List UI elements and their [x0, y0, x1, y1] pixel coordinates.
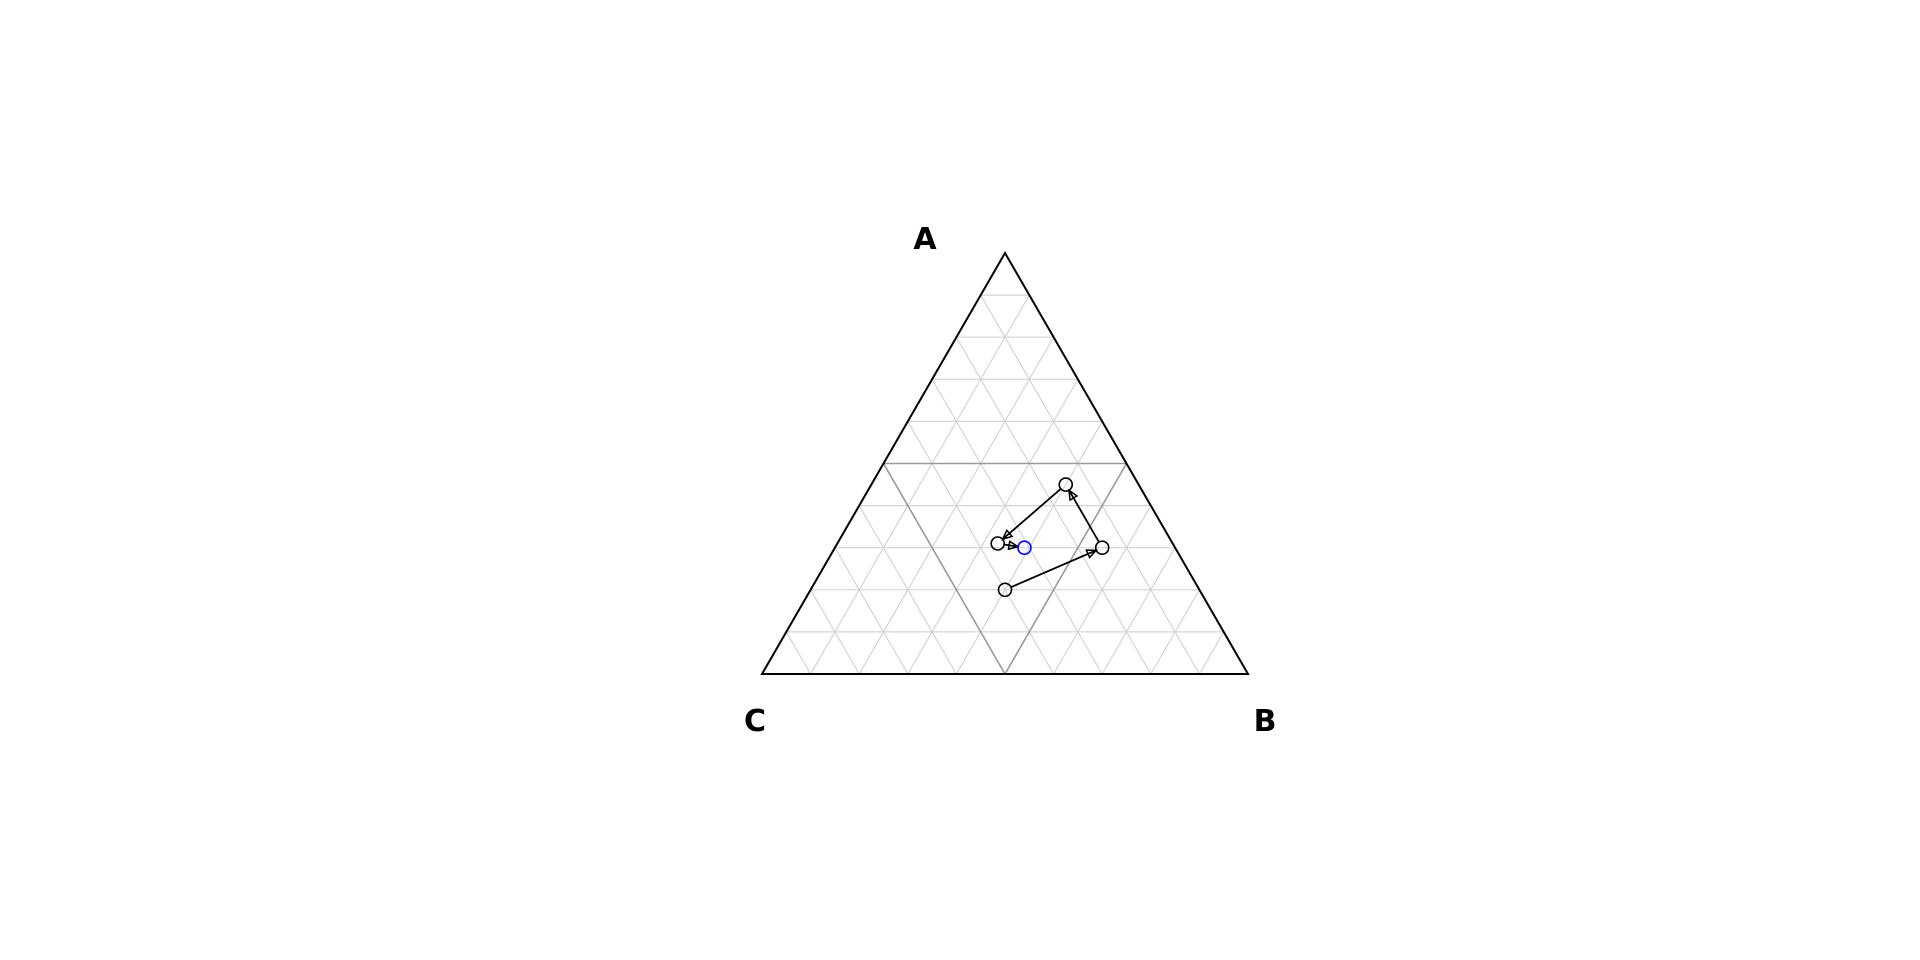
point-marker — [990, 536, 1006, 551]
grid-lines — [785, 294, 1225, 675]
point-marker — [997, 582, 1013, 598]
arrow-head — [1007, 540, 1020, 551]
grid-line-b — [1198, 631, 1225, 675]
vertex-label-b: B — [1254, 704, 1277, 739]
grid-line-b — [1150, 589, 1200, 675]
grid-line-c — [785, 631, 812, 675]
grid-line-c — [858, 505, 957, 675]
grid-line-b — [907, 379, 1079, 675]
trajectory-path — [1001, 488, 1100, 589]
arrow-head — [1001, 528, 1014, 541]
vertex-label-a: A — [913, 222, 937, 257]
arrow-head — [1068, 488, 1079, 502]
final-point-marker — [1017, 540, 1032, 556]
grid-line-b — [1004, 463, 1128, 675]
grid-line-c — [980, 294, 1200, 675]
grid-line-b — [1101, 547, 1176, 675]
grid-line-c — [810, 589, 860, 675]
grid-line-b — [1053, 505, 1152, 675]
vertex-label-c: C — [744, 704, 766, 739]
grid-line-c — [834, 547, 909, 675]
point-marker — [1094, 540, 1110, 556]
grid-line-b — [810, 294, 1030, 675]
triangle-boundary — [760, 250, 1250, 675]
path-segment — [1068, 489, 1100, 543]
path-segment — [1002, 488, 1062, 540]
point-marker — [1058, 477, 1074, 492]
path-segment — [1003, 543, 1019, 548]
arrow-head — [1085, 549, 1098, 559]
trajectory-points — [990, 477, 1110, 598]
grid-line-c — [882, 463, 1006, 675]
path-segment — [1010, 549, 1097, 589]
